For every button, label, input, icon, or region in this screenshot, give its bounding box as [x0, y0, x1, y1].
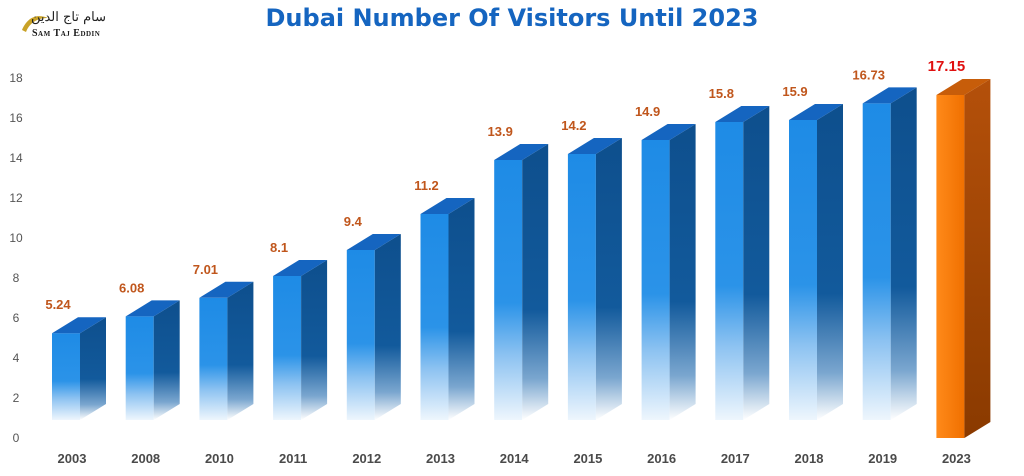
y-tick-label: 8 [13, 271, 20, 285]
bar-side [595, 138, 622, 420]
bar-side [743, 106, 770, 420]
x-tick-label: 2012 [352, 451, 381, 466]
logo-swoosh-icon [22, 16, 48, 32]
bar-2017: 15.8 [709, 86, 770, 420]
value-label: 15.8 [709, 86, 734, 101]
bar-side [669, 124, 696, 420]
y-tick-label: 4 [13, 351, 20, 365]
value-label: 11.2 [414, 178, 439, 193]
bar-top [494, 144, 549, 160]
x-axis: 2003 2008 2010 2011 2012 2013 2014 2015 2016 2017… [58, 451, 971, 466]
y-tick-label: 14 [9, 151, 23, 165]
bar-top [52, 317, 106, 334]
bar-side [817, 104, 843, 420]
bar-2008: 6.08 [119, 280, 180, 420]
x-tick-label: 2017 [721, 451, 750, 466]
bar-top [199, 281, 254, 298]
value-label: 8.1 [270, 240, 288, 255]
bar-2019: 16.73 [852, 67, 917, 421]
x-tick-label: 2013 [426, 451, 455, 466]
bar-top [567, 138, 622, 154]
x-tick-label: 2019 [868, 451, 897, 466]
bar-2016: 14.9 [635, 104, 696, 420]
bar-front [52, 333, 80, 420]
bar-2015: 14.2 [561, 118, 622, 420]
y-tick-label: 12 [9, 191, 23, 205]
chart-title: Dubai Number Of Visitors Until 2023 [265, 4, 759, 32]
value-label: 6.08 [119, 280, 144, 295]
x-tick-label: 2014 [500, 451, 530, 466]
bar-side [374, 234, 401, 420]
bar-2003: 5.24 [45, 297, 106, 420]
bar-front [641, 140, 670, 420]
bar-front [715, 122, 744, 420]
bar-front [494, 160, 523, 420]
bar-side [80, 317, 106, 420]
logo-english-text: Sam Taj Eddin [32, 28, 101, 39]
logo-arabic-text: سام تاج الدين [30, 10, 106, 25]
y-tick-label: 10 [9, 231, 23, 245]
bar-side [964, 79, 991, 438]
bar-front [420, 214, 449, 420]
bar-top [641, 124, 696, 140]
bar-top [715, 106, 770, 122]
bar-top [420, 198, 475, 214]
bar-side [227, 281, 254, 420]
bars: 5.24 6.08 7.01 8.1 9.4 11.2 13.9 14.2 14.9 15.8 15… [45, 58, 991, 438]
y-tick-label: 0 [13, 431, 20, 445]
bar-2018: 15.9 [782, 84, 843, 420]
value-label: 7.01 [193, 262, 218, 277]
value-label: 14.9 [635, 104, 660, 119]
bar-front [273, 276, 302, 420]
x-tick-label: 2008 [131, 451, 160, 466]
bar-2012: 9.4 [344, 214, 401, 420]
y-tick-label: 2 [13, 391, 20, 405]
value-label: 14.2 [561, 118, 586, 133]
y-tick-label: 6 [13, 311, 20, 325]
value-label: 17.15 [928, 58, 966, 75]
value-label: 9.4 [344, 214, 363, 229]
value-label: 5.24 [45, 297, 71, 312]
bar-top [273, 260, 328, 276]
x-tick-label: 2015 [573, 451, 602, 466]
logo: سام تاج الدين Sam Taj Eddin [14, 8, 134, 44]
bar-2011: 8.1 [270, 240, 328, 420]
y-tick-label: 16 [9, 111, 23, 125]
bar-side [522, 144, 549, 420]
x-tick-label: 2011 [279, 451, 307, 466]
bar-front [936, 95, 965, 438]
x-tick-label: 2010 [205, 451, 234, 466]
bar-2023: 17.15 [928, 58, 991, 438]
y-axis: 0 2 4 6 8 10 12 14 16 18 [9, 71, 23, 445]
bar-front [789, 120, 817, 420]
bar-top [862, 87, 917, 104]
value-label: 15.9 [782, 84, 807, 99]
bar-side [301, 260, 328, 420]
bar-front [199, 297, 228, 420]
x-tick-label: 2023 [942, 451, 971, 466]
bar-2013: 11.2 [414, 178, 475, 420]
value-label: 13.9 [488, 124, 513, 139]
y-tick-label: 18 [9, 71, 23, 85]
bar-front [125, 316, 154, 420]
bar-top [125, 300, 180, 317]
bar-side [153, 300, 180, 420]
bar-top [346, 234, 401, 250]
x-tick-label: 2018 [795, 451, 824, 466]
x-tick-label: 2003 [58, 451, 87, 466]
bar-side [890, 87, 917, 421]
bar-2014: 13.9 [488, 124, 549, 420]
bar-side [448, 198, 475, 420]
bar-top [789, 104, 843, 120]
bar-front [862, 103, 891, 421]
bar-2010: 7.01 [193, 262, 254, 420]
x-tick-label: 2016 [647, 451, 676, 466]
value-label: 16.73 [852, 67, 885, 82]
bar-front [567, 154, 596, 420]
bar-front [346, 250, 375, 420]
bar-top [936, 79, 991, 95]
